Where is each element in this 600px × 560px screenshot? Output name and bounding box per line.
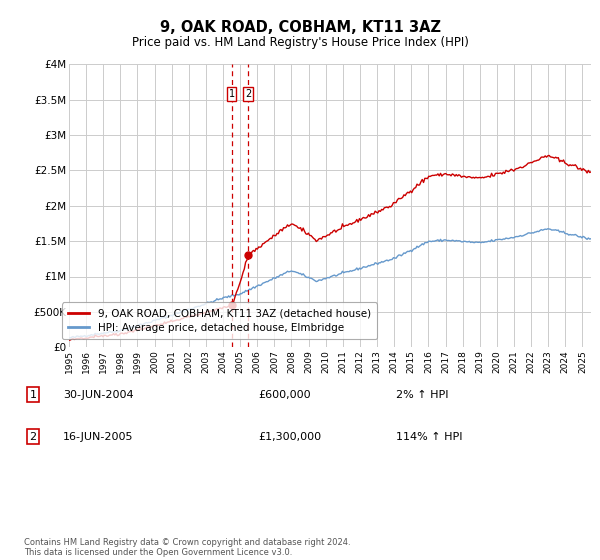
Legend: 9, OAK ROAD, COBHAM, KT11 3AZ (detached house), HPI: Average price, detached hou: 9, OAK ROAD, COBHAM, KT11 3AZ (detached … xyxy=(62,302,377,339)
Text: £1,300,000: £1,300,000 xyxy=(258,432,321,442)
Text: 2% ↑ HPI: 2% ↑ HPI xyxy=(396,390,449,400)
Text: 9, OAK ROAD, COBHAM, KT11 3AZ: 9, OAK ROAD, COBHAM, KT11 3AZ xyxy=(160,20,440,35)
Text: Contains HM Land Registry data © Crown copyright and database right 2024.
This d: Contains HM Land Registry data © Crown c… xyxy=(24,538,350,557)
Text: 30-JUN-2004: 30-JUN-2004 xyxy=(63,390,134,400)
Text: 114% ↑ HPI: 114% ↑ HPI xyxy=(396,432,463,442)
Text: 1: 1 xyxy=(29,390,37,400)
Text: Price paid vs. HM Land Registry's House Price Index (HPI): Price paid vs. HM Land Registry's House … xyxy=(131,36,469,49)
Text: 2: 2 xyxy=(245,89,251,99)
Text: 1: 1 xyxy=(229,89,235,99)
Text: £600,000: £600,000 xyxy=(258,390,311,400)
Text: 2: 2 xyxy=(29,432,37,442)
Text: 16-JUN-2005: 16-JUN-2005 xyxy=(63,432,133,442)
